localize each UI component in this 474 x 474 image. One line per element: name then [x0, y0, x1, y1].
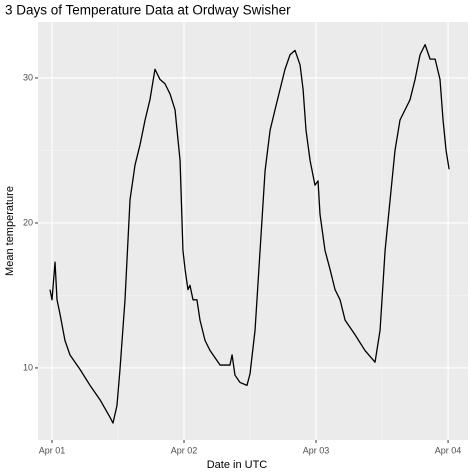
panel: [38, 22, 468, 440]
chart-title: 3 Days of Temperature Data at Ordway Swi…: [5, 3, 291, 18]
x-tick-label: Apr 01: [39, 445, 66, 455]
x-tick-label: Apr 03: [303, 445, 330, 455]
y-axis-title: Mean temperature: [4, 186, 16, 276]
x-tick-label: Apr 02: [171, 445, 198, 455]
y-tick-label: 20: [23, 217, 33, 227]
line: [49, 43, 450, 424]
x-tick-label: Apr 04: [435, 445, 462, 455]
y-tick-label: 10: [23, 362, 33, 372]
x-axis-title: Date in UTC: [207, 459, 268, 471]
y-tick-label: 30: [23, 72, 33, 82]
